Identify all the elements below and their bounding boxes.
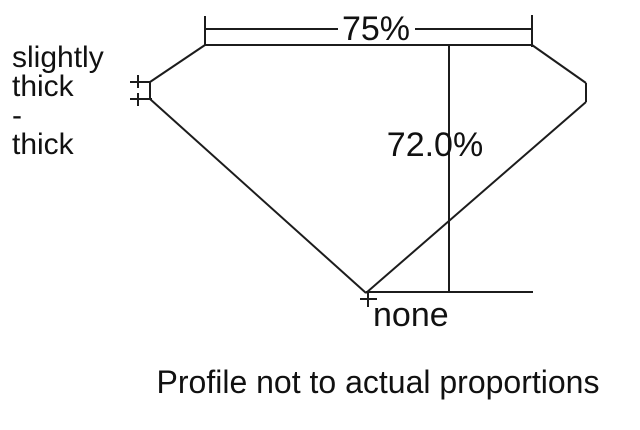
table-percent-label: 75% bbox=[342, 10, 410, 48]
profile-labels: 75% 72.0% none slightly thick - thick Pr… bbox=[12, 10, 599, 400]
caption: Profile not to actual proportions bbox=[157, 364, 600, 400]
depth-percent-label: 72.0% bbox=[387, 126, 483, 164]
girdle-label-line-4: thick bbox=[12, 128, 75, 161]
girdle-label-line-3: - bbox=[12, 99, 22, 132]
pavilion-facet-right-line bbox=[365, 101, 587, 294]
crown-facet-right-line bbox=[531, 44, 587, 84]
girdle-label: slightly thick - thick bbox=[12, 41, 104, 161]
pavilion-facet-left-line bbox=[149, 98, 367, 294]
girdle-label-line-2: thick bbox=[12, 70, 75, 103]
crown-facet-left-line bbox=[149, 44, 206, 83]
profile-lines bbox=[130, 15, 587, 307]
culet-label: none bbox=[373, 296, 449, 334]
girdle-label-line-1: slightly bbox=[12, 41, 104, 74]
